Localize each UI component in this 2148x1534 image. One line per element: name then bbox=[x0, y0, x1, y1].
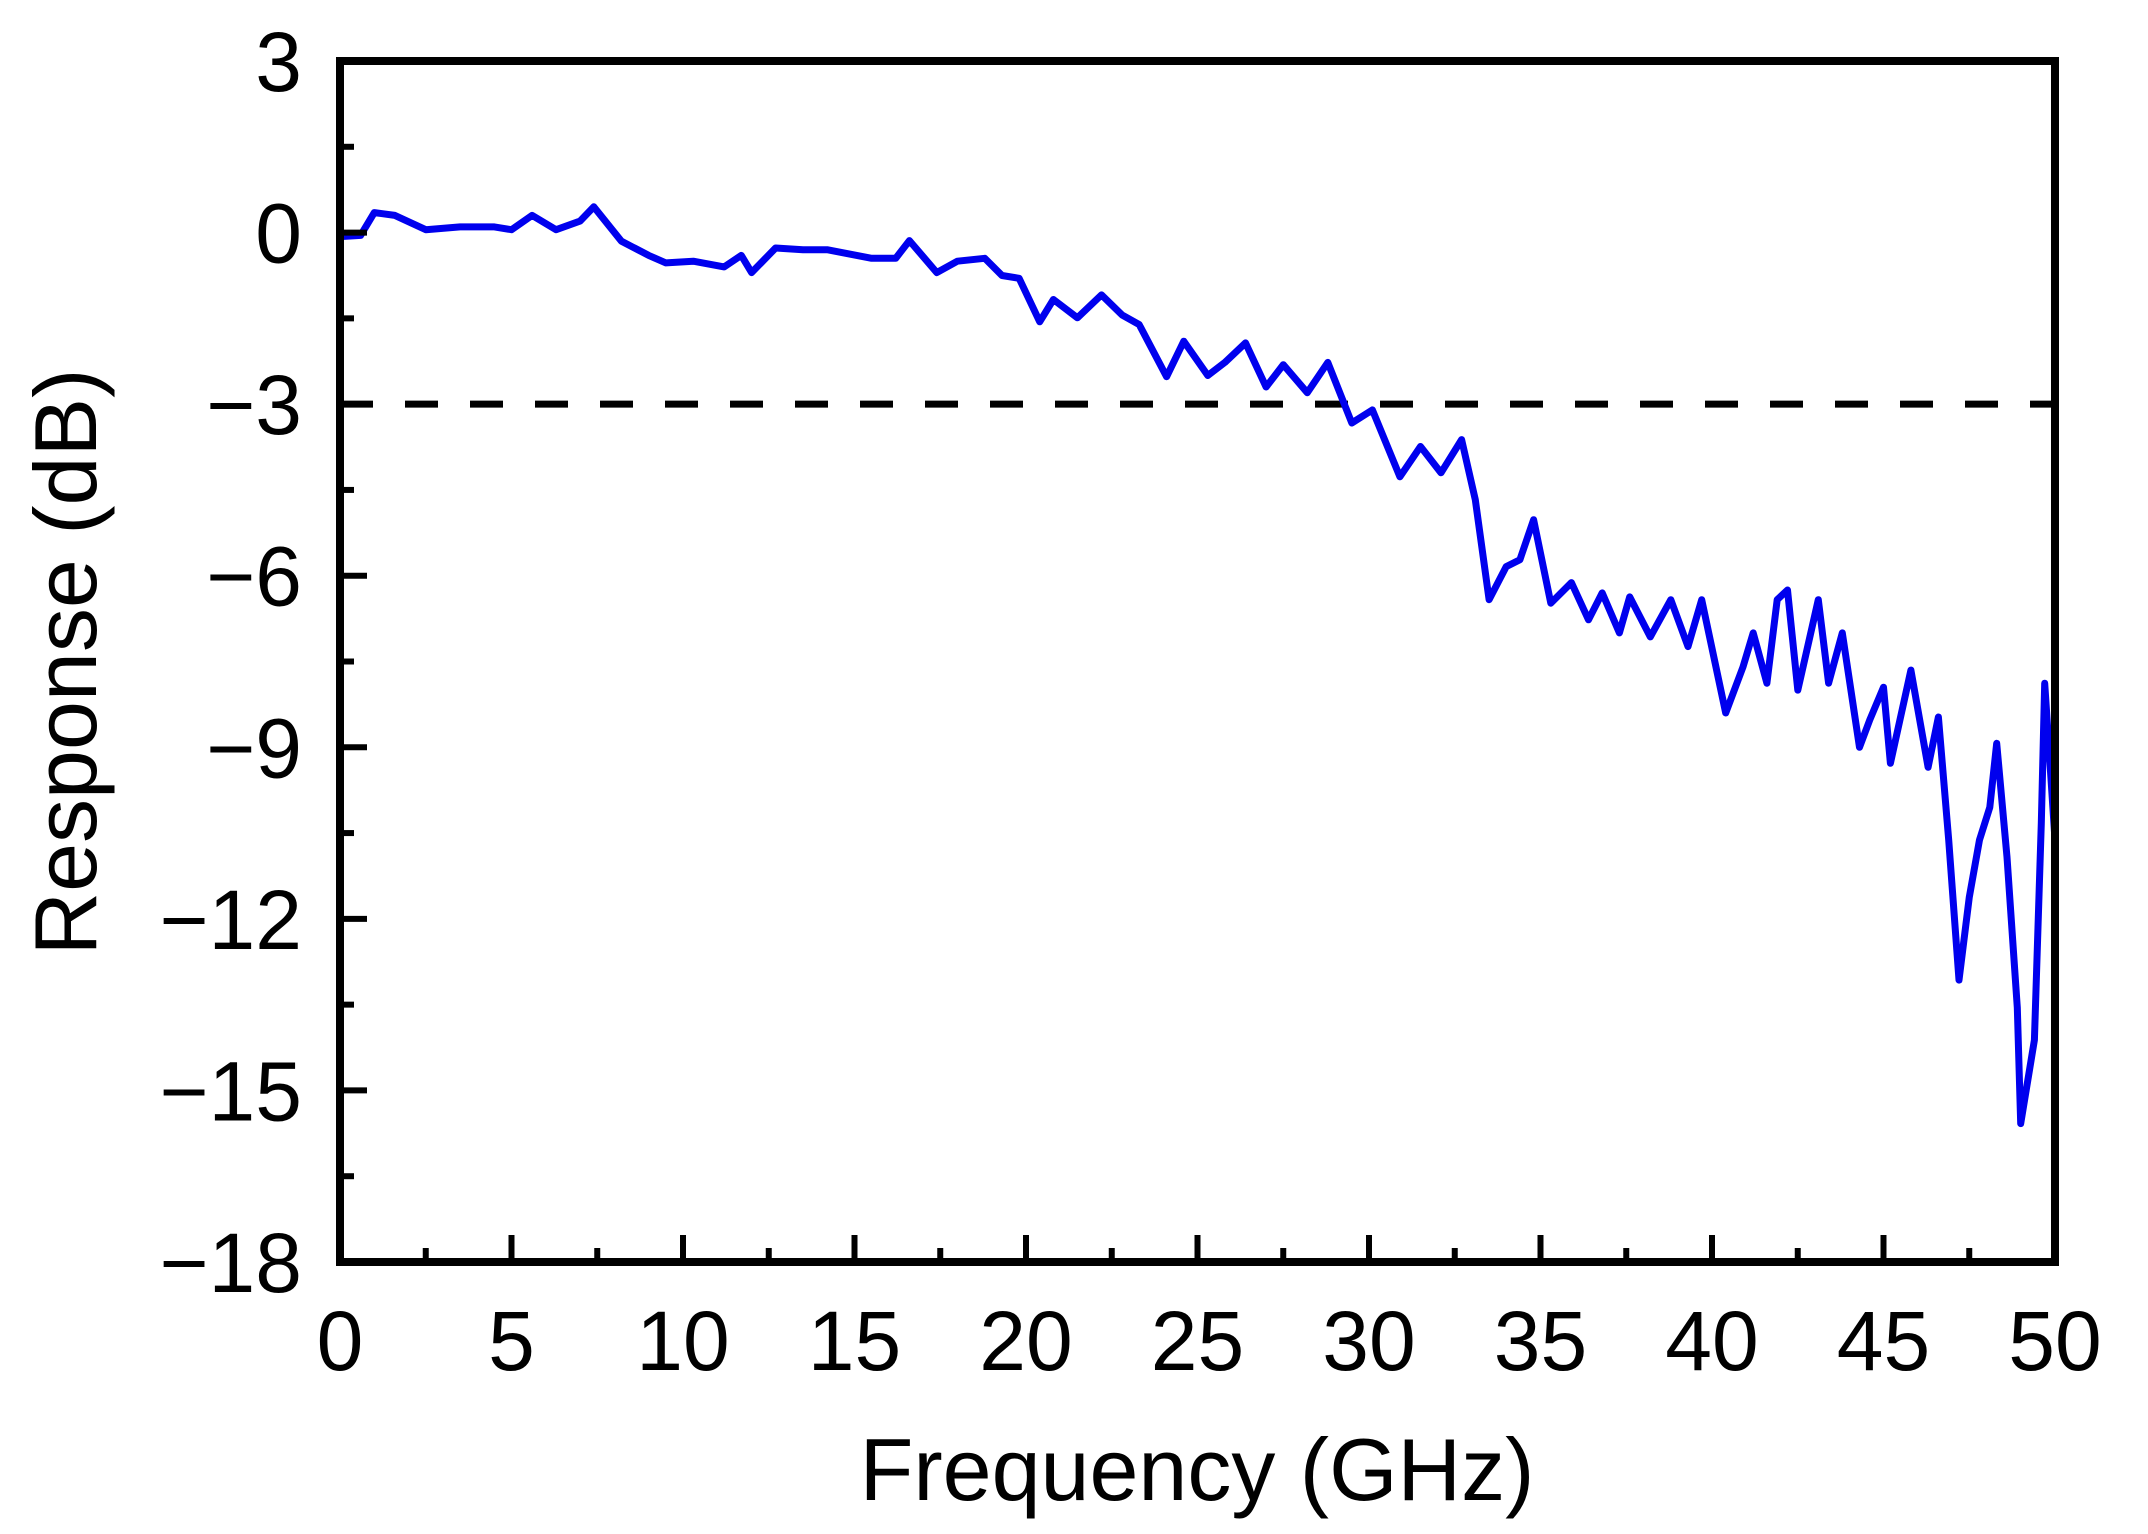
y-tick-label: −6 bbox=[206, 530, 302, 624]
plot-frame bbox=[336, 57, 2059, 1266]
response-curve bbox=[336, 203, 2059, 1128]
y-tick-label: 3 bbox=[255, 15, 302, 109]
y-tick-label: −15 bbox=[160, 1044, 303, 1138]
y-tick-label: 0 bbox=[255, 187, 302, 281]
y-axis-tick-labels: 3 0 −3 −6 −9 −12 −15 −18 bbox=[160, 15, 303, 1310]
x-axis-title: Frequency (GHz) bbox=[860, 1420, 1535, 1519]
y-tick-label: −9 bbox=[206, 701, 302, 795]
y-tick-label: −12 bbox=[160, 873, 303, 967]
y-axis-title: Response (dB) bbox=[16, 369, 115, 956]
x-tick-label: 45 bbox=[1837, 1294, 1930, 1388]
x-tick-label: 35 bbox=[1494, 1294, 1587, 1388]
x-tick-label: 50 bbox=[2008, 1294, 2101, 1388]
y-tick-label: −18 bbox=[160, 1216, 303, 1310]
x-tick-label: 5 bbox=[488, 1294, 535, 1388]
x-axis-tick-labels: 0 5 10 15 20 25 30 35 40 45 50 bbox=[317, 1294, 2102, 1388]
y-tick-label: −3 bbox=[206, 358, 302, 452]
x-tick-label: 10 bbox=[636, 1294, 729, 1388]
x-tick-label: 15 bbox=[808, 1294, 901, 1388]
x-tick-label: 25 bbox=[1151, 1294, 1244, 1388]
x-tick-label: 40 bbox=[1665, 1294, 1758, 1388]
x-tick-label: 30 bbox=[1322, 1294, 1415, 1388]
plot-area bbox=[336, 57, 2059, 1266]
x-tick-label: 20 bbox=[979, 1294, 1072, 1388]
x-tick-label: 0 bbox=[317, 1294, 364, 1388]
